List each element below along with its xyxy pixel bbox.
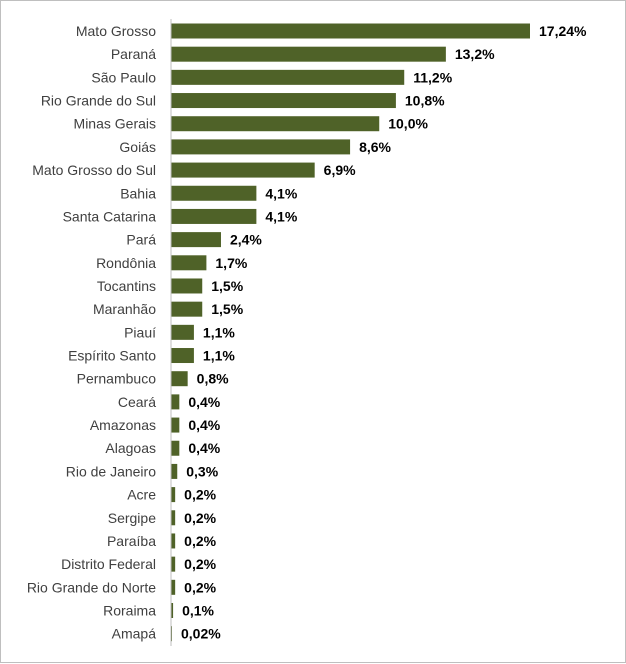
bar-24 bbox=[171, 579, 176, 595]
bar-3 bbox=[171, 93, 396, 109]
value-label: 0,4% bbox=[188, 394, 220, 410]
value-label: 1,5% bbox=[211, 278, 243, 294]
category-label: Mato Grosso do Sul bbox=[32, 162, 156, 178]
category-label: Piauí bbox=[124, 324, 156, 340]
labels-layer: Mato Grosso 17,24% Paraná 13,2% São Paulo 11,… bbox=[27, 23, 587, 642]
category-label: Pará bbox=[126, 232, 156, 248]
value-label: 11,2% bbox=[413, 69, 452, 85]
category-label: Acre bbox=[127, 487, 156, 503]
bar-23 bbox=[171, 556, 176, 572]
bar-16 bbox=[171, 394, 180, 410]
category-label: Bahia bbox=[120, 185, 156, 201]
category-label: Rondônia bbox=[96, 255, 156, 271]
category-label: Minas Gerais bbox=[74, 116, 156, 132]
category-label: Alagoas bbox=[105, 440, 156, 456]
category-label: Paraíba bbox=[107, 533, 156, 549]
value-label: 4,1% bbox=[265, 185, 297, 201]
bar-12 bbox=[171, 301, 203, 317]
value-label: 0,8% bbox=[197, 371, 229, 387]
value-label: 0,4% bbox=[188, 417, 220, 433]
bar-0 bbox=[171, 23, 530, 39]
category-label: Goiás bbox=[119, 139, 156, 155]
category-label: Sergipe bbox=[108, 510, 156, 526]
value-label: 1,5% bbox=[211, 301, 243, 317]
value-label: 4,1% bbox=[265, 208, 297, 224]
bar-17 bbox=[171, 417, 180, 433]
category-label: Maranhão bbox=[93, 301, 156, 317]
bar-1 bbox=[171, 46, 446, 62]
value-label: 2,4% bbox=[230, 232, 262, 248]
category-label: Roraima bbox=[103, 603, 156, 619]
bar-6 bbox=[171, 162, 315, 178]
value-label: 0,2% bbox=[184, 533, 216, 549]
category-label: Amapá bbox=[112, 626, 157, 642]
value-label: 17,24% bbox=[539, 23, 587, 39]
category-label: Rio Grande do Sul bbox=[41, 93, 156, 109]
category-label: Tocantins bbox=[97, 278, 156, 294]
bar-19 bbox=[171, 463, 178, 479]
bar-2 bbox=[171, 69, 405, 85]
value-label: 10,8% bbox=[405, 93, 445, 109]
value-label: 13,2% bbox=[455, 46, 495, 62]
category-label: Santa Catarina bbox=[63, 208, 157, 224]
bar-5 bbox=[171, 139, 351, 155]
bar-8 bbox=[171, 208, 257, 224]
value-label: 0,2% bbox=[184, 579, 216, 595]
bar-20 bbox=[171, 487, 176, 503]
bar-7 bbox=[171, 185, 257, 201]
value-label: 6,9% bbox=[324, 162, 356, 178]
value-label: 1,1% bbox=[203, 348, 235, 364]
value-label: 0,2% bbox=[184, 487, 216, 503]
category-label: Amazonas bbox=[90, 417, 156, 433]
value-label: 10,0% bbox=[388, 116, 428, 132]
bar-9 bbox=[171, 232, 221, 248]
category-label: Mato Grosso bbox=[76, 23, 156, 39]
category-label: Pernambuco bbox=[77, 371, 157, 387]
category-label: Rio Grande do Norte bbox=[27, 579, 156, 595]
category-label: São Paulo bbox=[91, 69, 156, 85]
category-label: Espírito Santo bbox=[68, 348, 156, 364]
bar-13 bbox=[171, 324, 194, 340]
bar-18 bbox=[171, 440, 180, 456]
category-label: Paraná bbox=[111, 46, 156, 62]
bar-22 bbox=[171, 533, 176, 549]
value-label: 1,7% bbox=[215, 255, 247, 271]
value-label: 0,2% bbox=[184, 556, 216, 572]
category-label: Rio de Janeiro bbox=[66, 463, 156, 479]
value-label: 8,6% bbox=[359, 139, 391, 155]
bar-15 bbox=[171, 371, 188, 387]
bar-10 bbox=[171, 255, 207, 271]
value-label: 1,1% bbox=[203, 324, 235, 340]
bar-14 bbox=[171, 348, 194, 364]
value-label: 0,4% bbox=[188, 440, 220, 456]
bar-11 bbox=[171, 278, 203, 294]
value-label: 0,02% bbox=[181, 626, 221, 642]
value-label: 0,1% bbox=[182, 603, 214, 619]
category-label: Distrito Federal bbox=[61, 556, 156, 572]
category-label: Ceará bbox=[118, 394, 156, 410]
value-label: 0,3% bbox=[186, 463, 218, 479]
bars-layer bbox=[171, 23, 530, 642]
bar-4 bbox=[171, 116, 380, 132]
bar-21 bbox=[171, 510, 176, 526]
bar-25 bbox=[171, 603, 174, 618]
value-label: 0,2% bbox=[184, 510, 216, 526]
